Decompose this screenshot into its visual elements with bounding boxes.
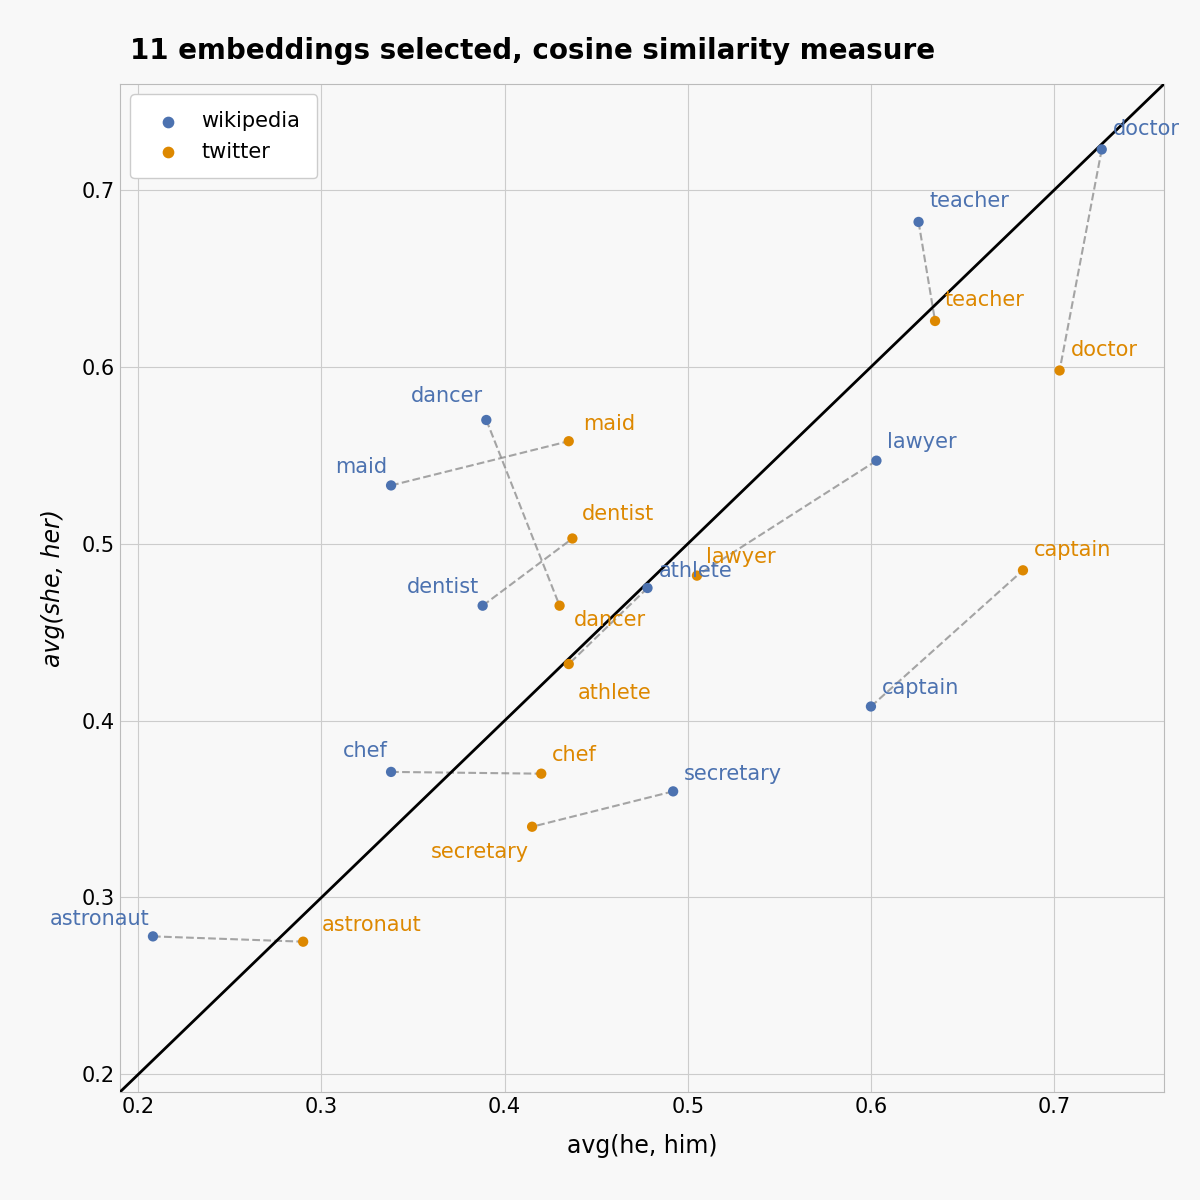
Text: secretary: secretary [431, 842, 528, 862]
Text: athlete: athlete [659, 560, 732, 581]
Legend: wikipedia, twitter: wikipedia, twitter [131, 95, 317, 178]
Point [382, 476, 401, 496]
Text: dancer: dancer [410, 386, 482, 406]
Text: secretary: secretary [684, 764, 782, 785]
Text: 11 embeddings selected, cosine similarity measure: 11 embeddings selected, cosine similarit… [131, 37, 936, 65]
Point [563, 529, 582, 548]
Point [664, 781, 683, 800]
Point [688, 566, 707, 586]
Point [925, 311, 944, 330]
Text: astronaut: astronaut [49, 910, 149, 929]
Point [638, 578, 658, 598]
Text: lawyer: lawyer [888, 432, 958, 452]
Point [550, 596, 569, 616]
Text: astronaut: astronaut [322, 914, 421, 935]
Text: dentist: dentist [582, 504, 654, 524]
Point [559, 654, 578, 673]
Text: lawyer: lawyer [706, 547, 775, 566]
Point [908, 212, 928, 232]
Text: doctor: doctor [1112, 119, 1180, 139]
Text: captain: captain [882, 678, 959, 697]
Text: doctor: doctor [1070, 340, 1138, 360]
Text: maid: maid [335, 456, 388, 476]
Text: teacher: teacher [944, 290, 1024, 311]
X-axis label: avg(he, him): avg(he, him) [566, 1134, 718, 1158]
Point [476, 410, 496, 430]
Point [866, 451, 886, 470]
Point [522, 817, 541, 836]
Y-axis label: avg(she, her): avg(she, her) [41, 509, 65, 667]
Point [1013, 560, 1032, 580]
Point [1050, 361, 1069, 380]
Text: athlete: athlete [578, 683, 652, 703]
Point [473, 596, 492, 616]
Text: chef: chef [342, 742, 388, 761]
Text: captain: captain [1034, 540, 1111, 559]
Point [1092, 140, 1111, 160]
Text: dancer: dancer [575, 611, 647, 630]
Point [862, 697, 881, 716]
Point [532, 764, 551, 784]
Point [382, 762, 401, 781]
Text: maid: maid [583, 414, 636, 434]
Point [559, 432, 578, 451]
Text: dentist: dentist [407, 577, 479, 596]
Text: chef: chef [552, 745, 598, 764]
Text: teacher: teacher [930, 191, 1009, 211]
Point [294, 932, 313, 952]
Point [143, 926, 162, 946]
